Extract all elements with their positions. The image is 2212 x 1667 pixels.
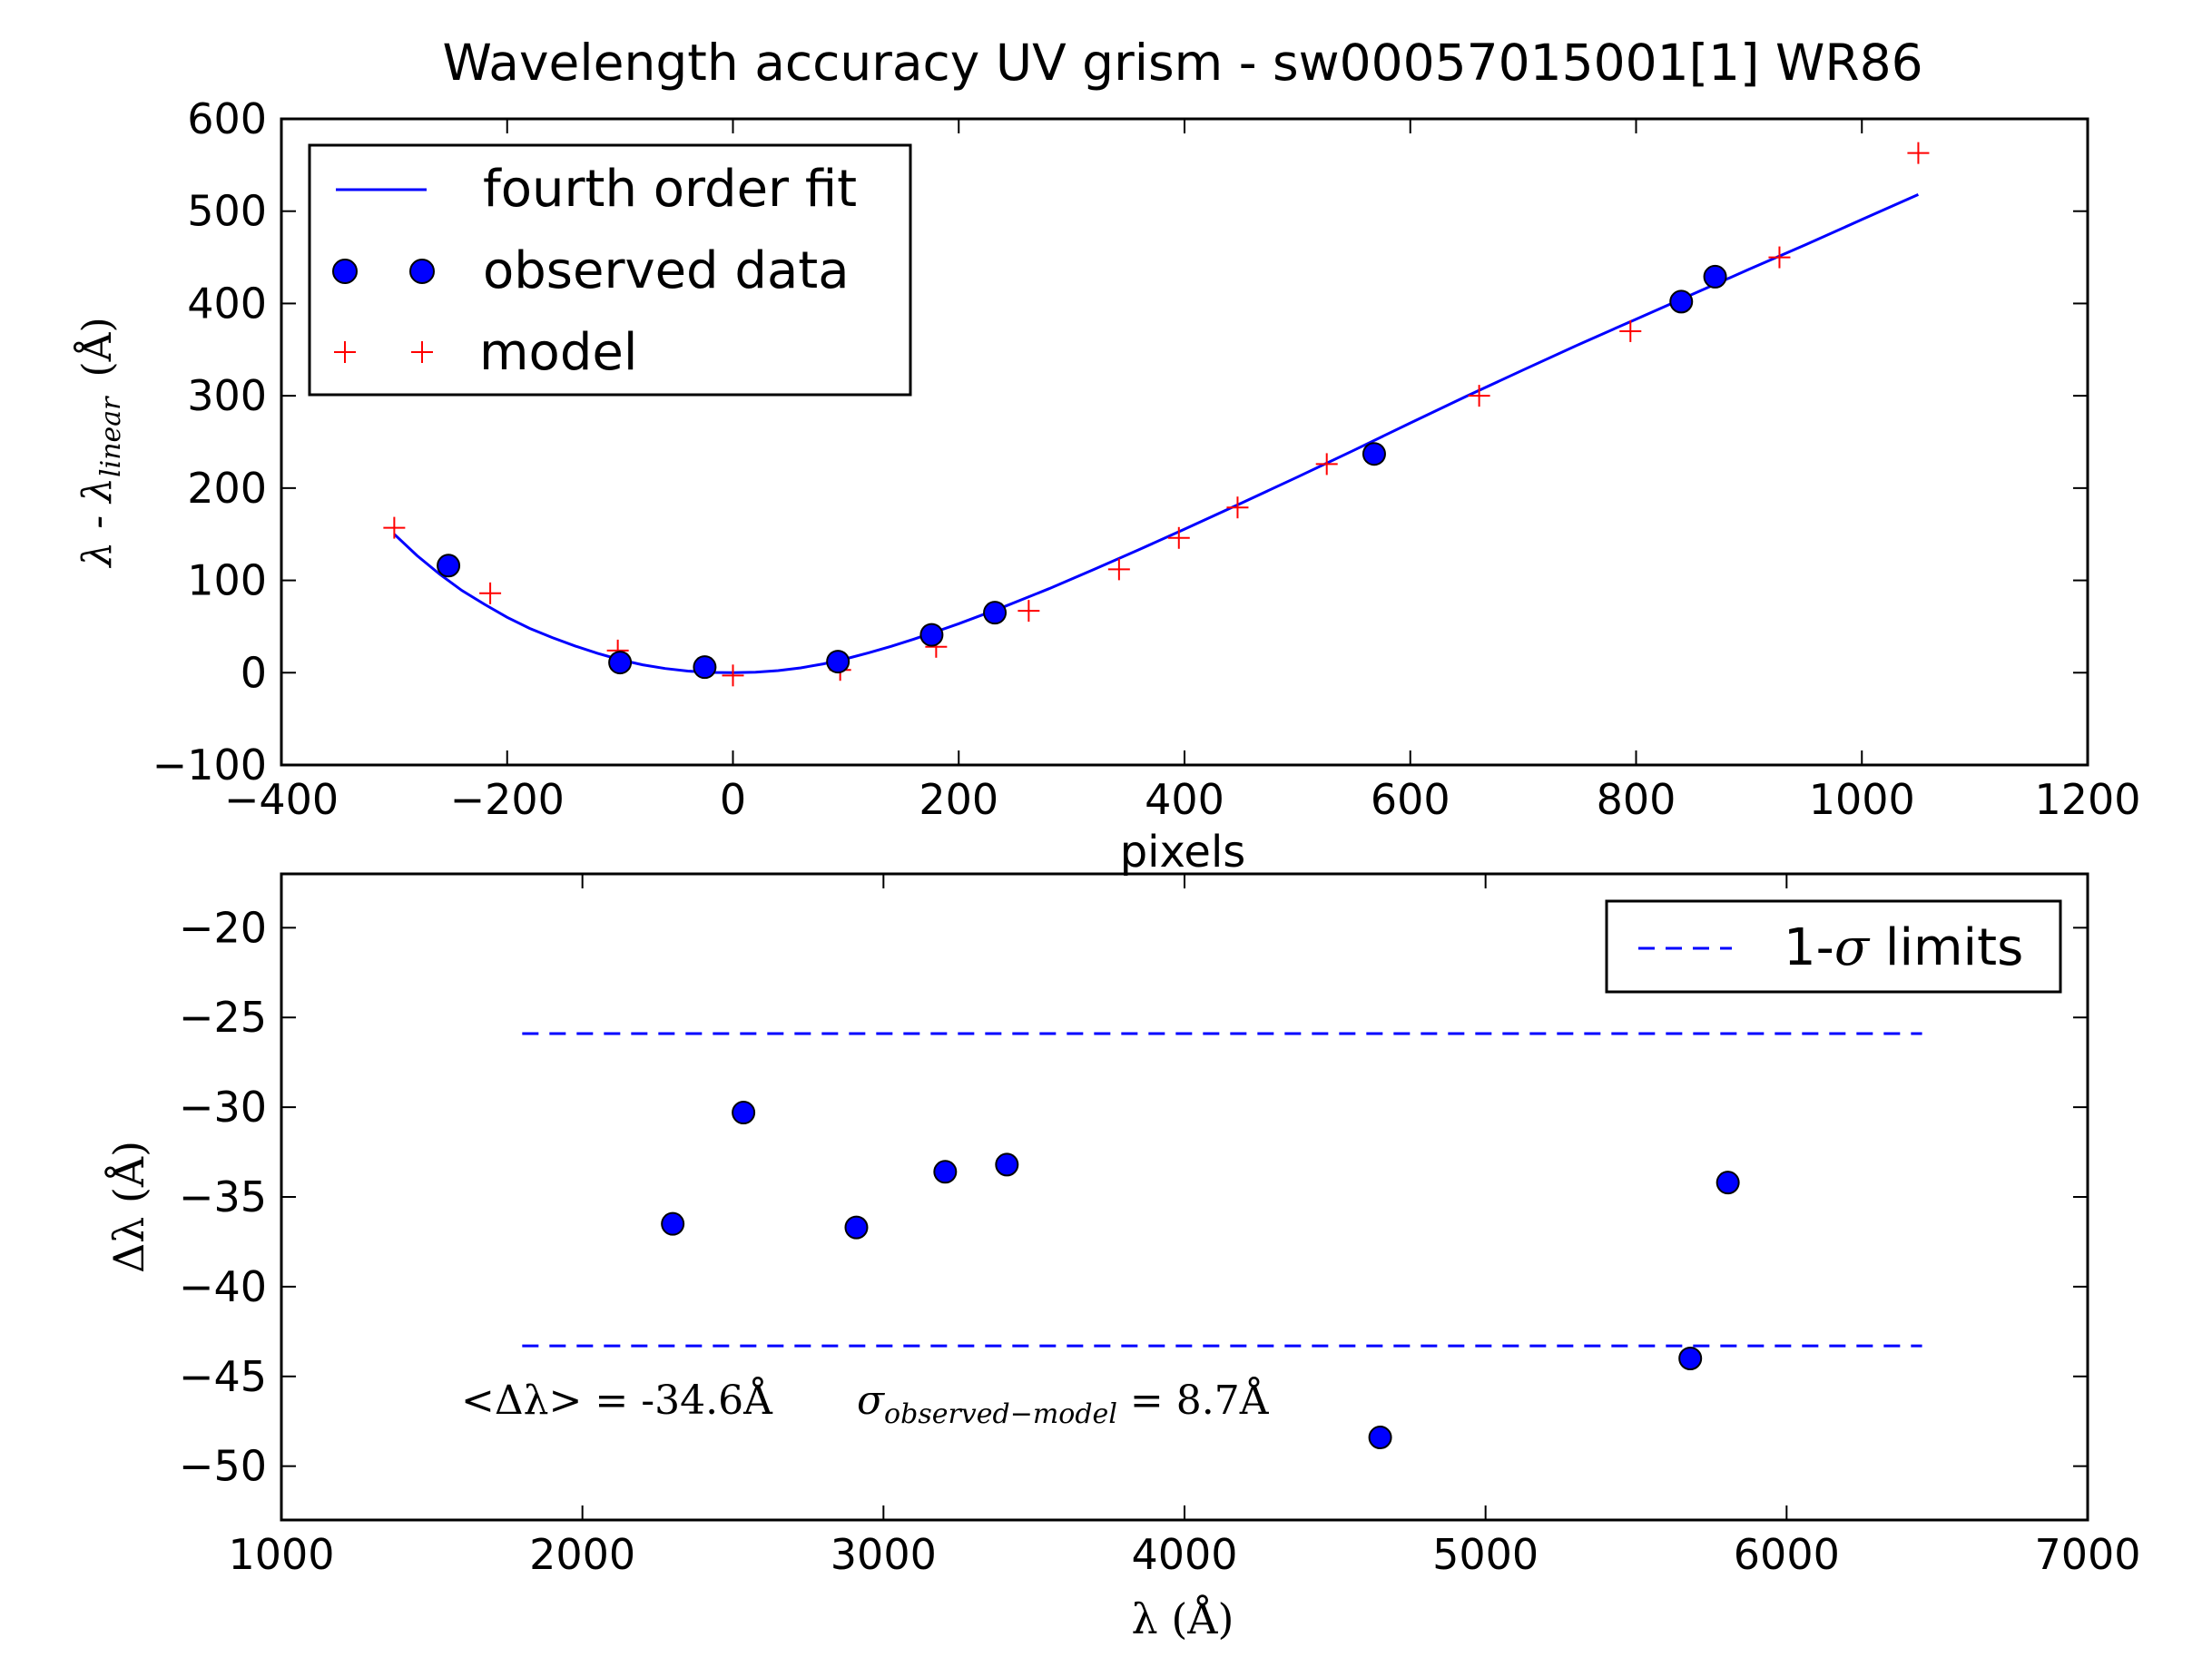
bottom-y-tick-label: −45 xyxy=(179,1352,267,1401)
bottom-tick-labels: 1000 2000 3000 4000 5000 6000 7000 −50 −45 −40 −35… xyxy=(179,903,2141,1579)
top-y-tick-label: 200 xyxy=(187,464,267,513)
top-tick-labels: −400 −200 0 200 400 600 800 1000 1200 −100 0 100 200… xyxy=(152,94,2141,824)
observed-point xyxy=(661,1211,685,1236)
model-point xyxy=(1018,600,1040,623)
bottom-y-tick-label: −25 xyxy=(179,993,267,1042)
observed-point xyxy=(608,651,633,675)
top-x-tick-label: 1200 xyxy=(2034,775,2140,824)
bottom-plot-frame xyxy=(280,872,2089,1522)
top-x-tick-label: 1000 xyxy=(1809,775,1915,824)
legend-fit-label: fourth order fit xyxy=(483,160,857,219)
legend-observed-label: observed data xyxy=(483,241,850,300)
legend-observed-marker-2 xyxy=(409,259,435,284)
bottom-legend: 1-σ limits xyxy=(1605,899,2062,994)
observed-point xyxy=(732,1101,756,1125)
bottom-y-tick-label: −40 xyxy=(179,1262,267,1311)
top-x-tick-label: −200 xyxy=(450,775,565,824)
mean-annotation: <Δλ> = -34.6Å xyxy=(461,1376,773,1424)
top-legend: fourth order fit observed data model xyxy=(308,143,912,397)
legend-sigma-suffix: limits xyxy=(1869,918,2023,977)
top-x-tick-label: 400 xyxy=(1145,775,1224,824)
top-x-axis-label: pixels xyxy=(1120,827,1246,878)
legend-sigma-label: 1-σ limits xyxy=(1784,918,2023,977)
top-x-tick-label: 800 xyxy=(1597,775,1676,824)
observed-point xyxy=(933,1160,958,1184)
top-y-tick-label: 0 xyxy=(241,648,267,697)
top-plot: −400 −200 0 200 400 600 800 1000 1200 −100 0 100 200… xyxy=(73,94,2141,878)
fit-curve xyxy=(393,193,1920,674)
bottom-x-tick-label: 5000 xyxy=(1432,1530,1539,1579)
top-y-axis-label-lead: λ - λ xyxy=(74,477,121,569)
top-y-tick-label: −100 xyxy=(152,740,267,789)
bottom-x-tick-label: 3000 xyxy=(831,1530,937,1579)
model-point xyxy=(1768,246,1791,269)
top-y-tick-label: 600 xyxy=(187,94,267,143)
model-point xyxy=(1167,526,1190,549)
legend-model-marker-1 xyxy=(334,341,356,363)
legend-observed-marker-1 xyxy=(332,259,358,284)
model-point xyxy=(383,516,406,539)
top-y-axis-label: λ - λlinear (Å) xyxy=(73,317,127,568)
bottom-x-tick-label: 1000 xyxy=(228,1530,334,1579)
top-y-tick-label: 400 xyxy=(187,279,267,328)
bottom-x-axis-label: λ (Å) xyxy=(1132,1593,1234,1643)
sigma-annotation-value: = 8.7Å xyxy=(1117,1376,1270,1424)
bottom-x-tick-label: 4000 xyxy=(1131,1530,1237,1579)
observed-point xyxy=(693,655,717,680)
chart-title: Wavelength accuracy UV grism - sw0005701… xyxy=(442,34,1922,92)
observed-point xyxy=(437,554,461,578)
bottom-x-tick-label: 6000 xyxy=(1734,1530,1840,1579)
bottom-legend-frame xyxy=(1605,899,2062,994)
bottom-x-tick-label: 7000 xyxy=(2034,1530,2140,1579)
bottom-y-tick-label: −20 xyxy=(179,903,267,952)
top-x-tick-label: 200 xyxy=(919,775,998,824)
legend-sigma-symbol: σ xyxy=(1834,918,1871,977)
top-y-tick-label: 500 xyxy=(187,187,267,236)
model-point xyxy=(1468,385,1490,407)
sigma-annotation: σobserved−model = 8.7Å xyxy=(857,1376,1270,1430)
observed-point xyxy=(995,1152,1019,1177)
sigma-annotation-symbol: σ xyxy=(857,1378,886,1424)
observed-point xyxy=(1678,1347,1703,1370)
bottom-y-axis-label: Δλ (Å) xyxy=(103,1141,153,1273)
top-x-tick-label: 600 xyxy=(1371,775,1450,824)
bottom-y-tick-label: −50 xyxy=(179,1442,267,1491)
model-point xyxy=(1226,496,1249,519)
bottom-x-tick-label: 2000 xyxy=(529,1530,635,1579)
bottom-data xyxy=(522,1032,1922,1450)
observed-point xyxy=(844,1215,869,1240)
top-y-tick-label: 300 xyxy=(187,371,267,420)
sigma-annotation-sub: observed−model xyxy=(884,1398,1117,1430)
model-point xyxy=(1107,558,1130,581)
model-point xyxy=(1315,453,1338,476)
top-x-tick-label: −400 xyxy=(224,775,339,824)
legend-model-marker-2 xyxy=(411,341,433,363)
observed-point xyxy=(983,601,1008,625)
observed-point xyxy=(1669,289,1694,314)
model-point xyxy=(1619,319,1642,342)
top-y-axis-label-sub: linear xyxy=(95,396,127,477)
bottom-y-tick-label: −30 xyxy=(179,1083,267,1132)
legend-model-label: model xyxy=(479,323,637,382)
top-x-tick-label: 0 xyxy=(720,775,746,824)
observed-point xyxy=(826,650,850,674)
model-point xyxy=(479,582,502,604)
bottom-y-tick-label: −35 xyxy=(179,1172,267,1221)
observed-point xyxy=(1368,1426,1392,1450)
observed-point xyxy=(1703,264,1727,289)
top-y-tick-label: 100 xyxy=(187,556,267,605)
observed-point xyxy=(919,623,944,647)
top-plot-frame xyxy=(280,117,2089,767)
observed-point xyxy=(1716,1171,1740,1195)
observed-point xyxy=(1362,442,1386,466)
top-y-axis-label-unit: (Å) xyxy=(73,317,121,377)
legend-sigma-prefix: 1- xyxy=(1784,918,1834,977)
model-point xyxy=(1907,142,1930,164)
bottom-plot: 1000 2000 3000 4000 5000 6000 7000 −50 −45 −40 −35… xyxy=(103,872,2141,1643)
top-data xyxy=(383,142,1930,687)
model-point xyxy=(722,664,744,687)
